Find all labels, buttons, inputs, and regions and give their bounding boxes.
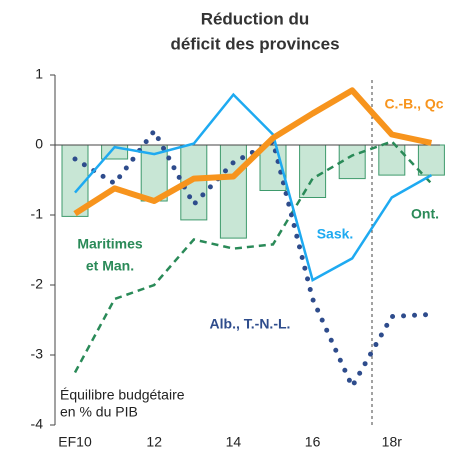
bar — [299, 144, 327, 198]
bar — [417, 144, 445, 176]
y-tick-label: -3 — [31, 346, 44, 362]
series-line — [74, 92, 433, 282]
series-label: Maritimes — [77, 236, 143, 252]
y-tick-label: 1 — [35, 66, 43, 82]
label: en % du PIB — [60, 404, 138, 420]
x-tick-label: 14 — [226, 434, 242, 450]
x-tick-label: 16 — [305, 434, 321, 450]
label: Équilibre budgétaire — [60, 387, 185, 403]
bar — [219, 144, 247, 239]
x-tick-label: EF10 — [58, 434, 92, 450]
y-tick-label: 0 — [35, 136, 43, 152]
y-tick-label: -2 — [31, 276, 44, 292]
series-label: Sask. — [317, 226, 354, 242]
y-tick-label: -4 — [31, 416, 44, 432]
series-line — [73, 87, 433, 217]
series-label: Alb., T.-N.-L. — [210, 316, 291, 332]
bar — [378, 144, 406, 176]
series-line — [72, 126, 434, 393]
series-label: Maritimes et Man. — [77, 236, 143, 274]
series-label: et Man. — [86, 258, 134, 274]
series-line — [73, 140, 433, 374]
x-tick-label: 12 — [146, 434, 162, 450]
series-label: Alb., T.-N.-L. — [210, 316, 291, 332]
x-tick-label: 18r — [382, 434, 403, 450]
y-tick-label: -1 — [31, 206, 44, 222]
series-label: C.-B., Qc — [384, 96, 443, 112]
series-label: Ont. — [411, 206, 439, 222]
series-label: C.-B., Qc — [384, 96, 443, 112]
label: déficit des provinces — [170, 34, 339, 53]
series-label: Sask. — [317, 226, 354, 242]
label: Réduction du — [201, 9, 310, 28]
series-label: Ont. — [411, 206, 439, 222]
